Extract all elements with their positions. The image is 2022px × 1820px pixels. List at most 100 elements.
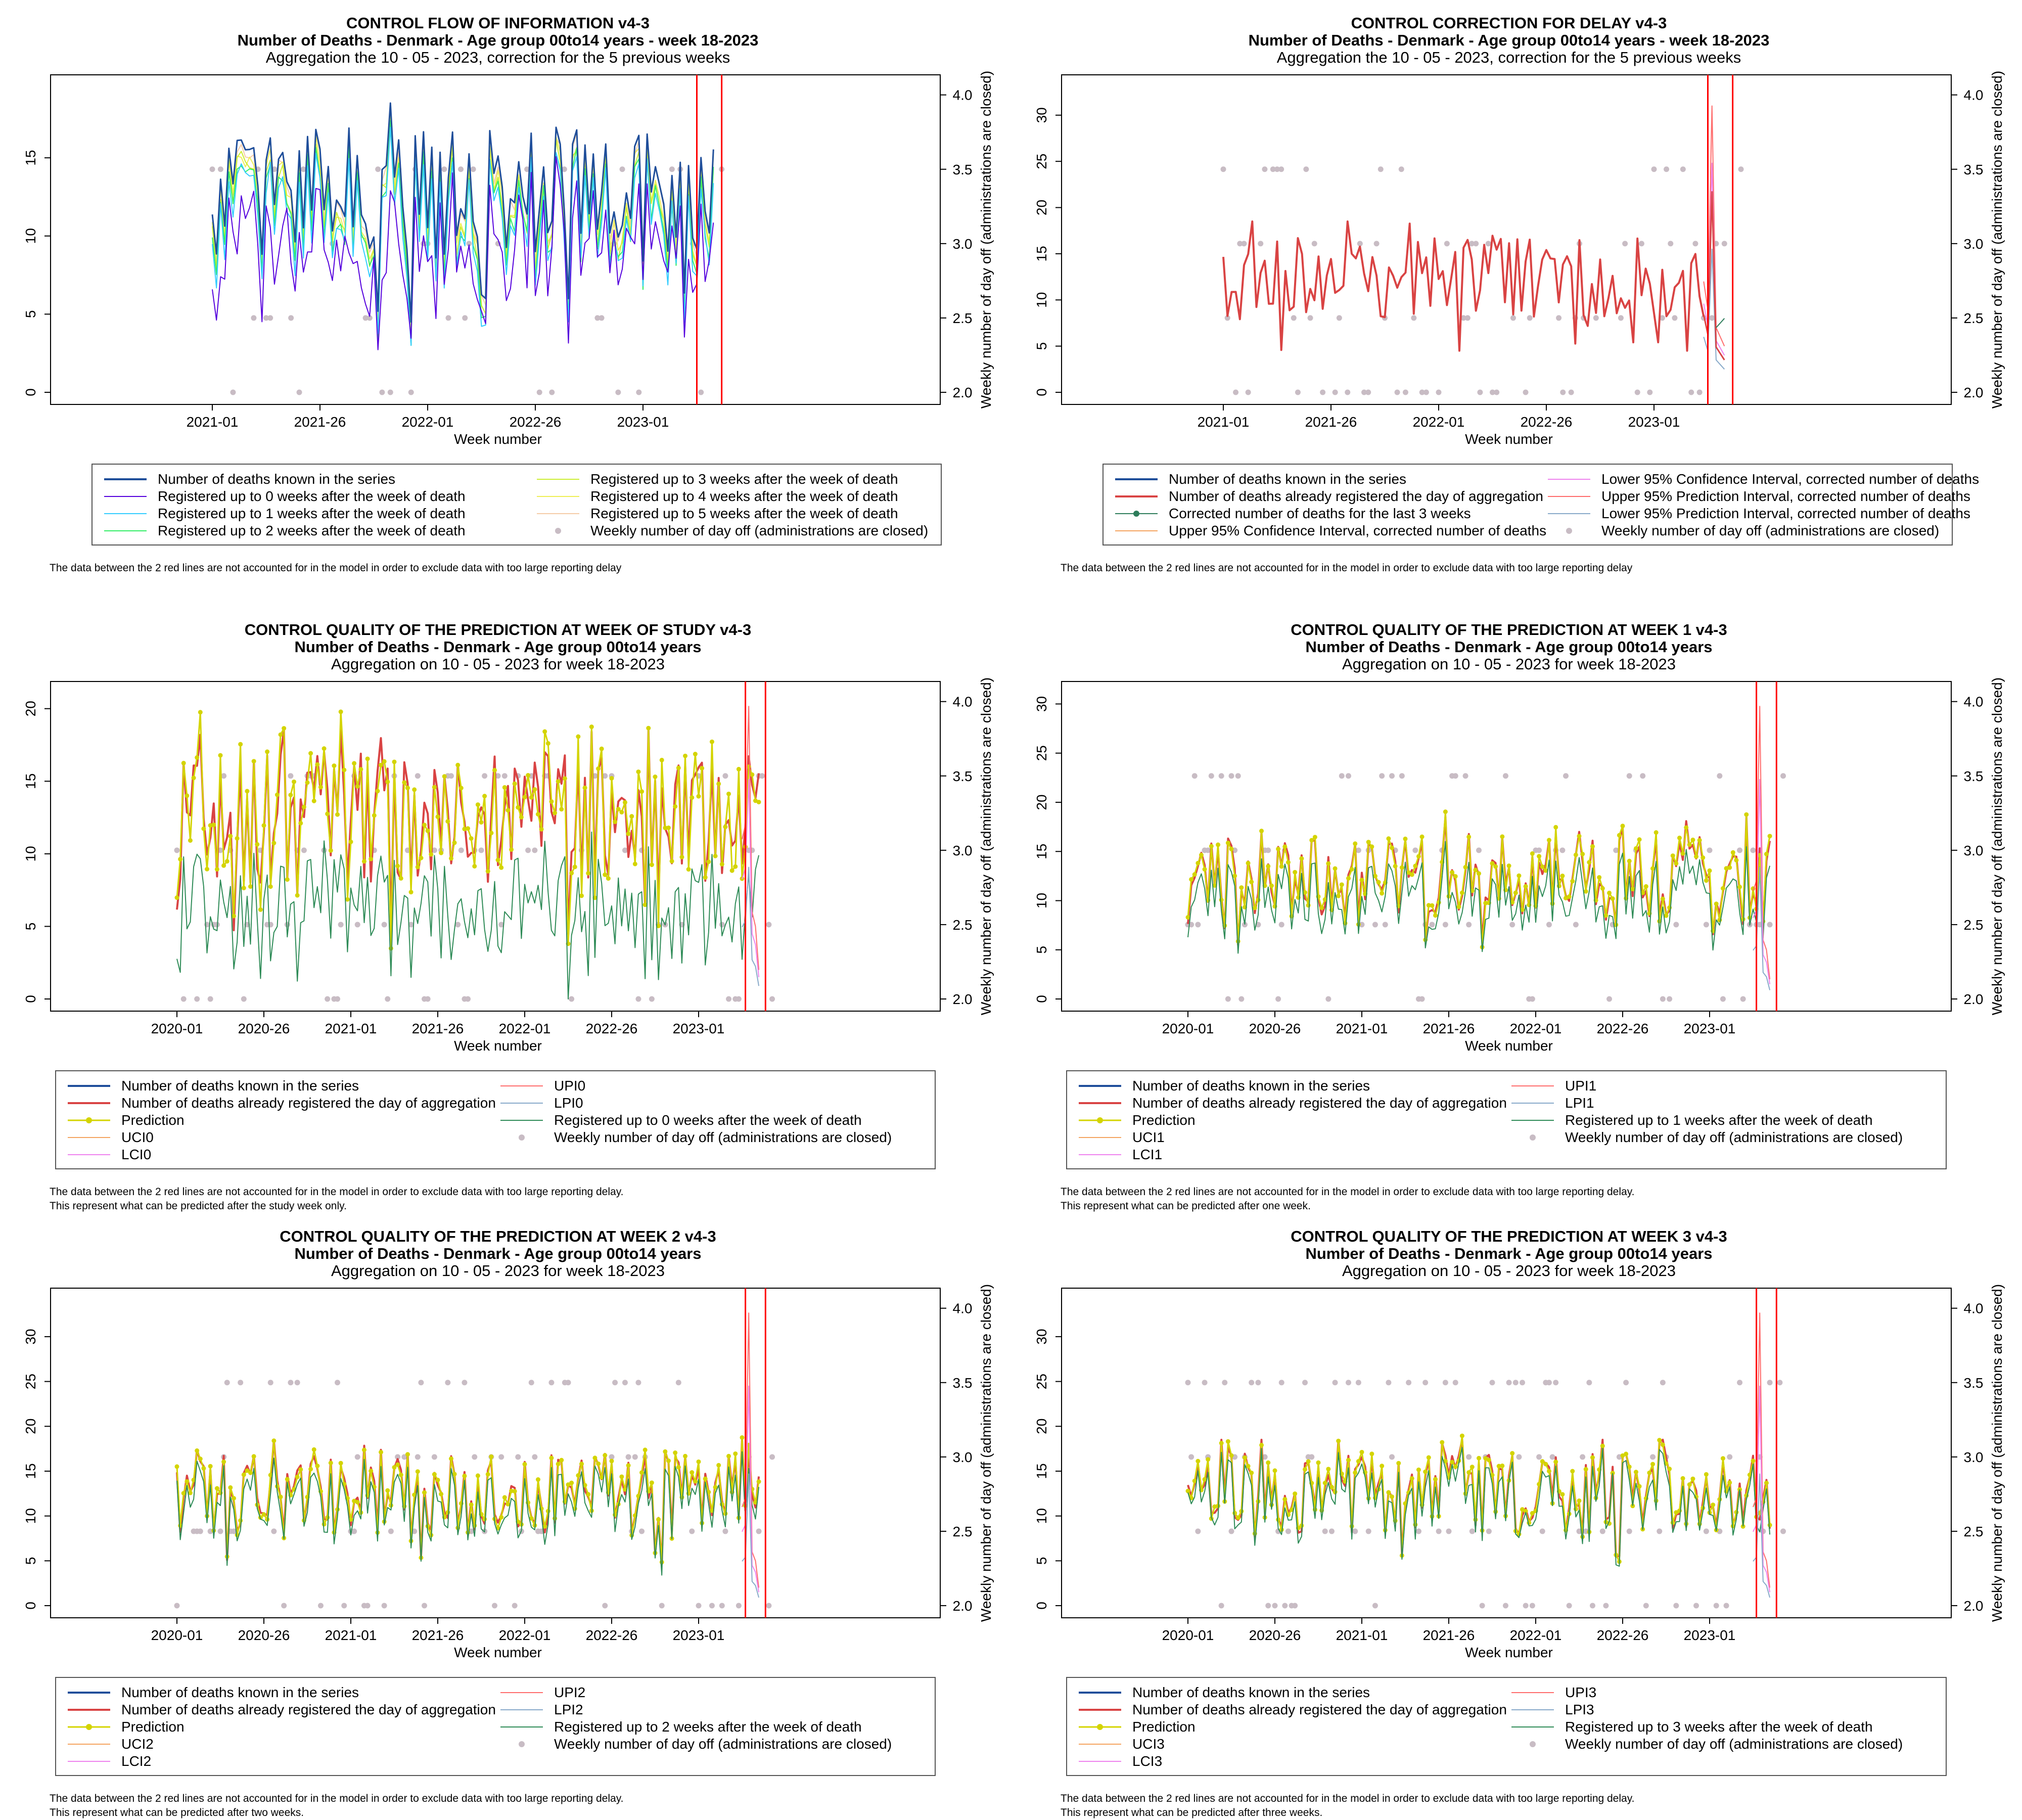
prediction-point	[1670, 1520, 1675, 1525]
prediction-point	[1520, 907, 1525, 912]
dayoff-dot	[1657, 1528, 1663, 1534]
prediction-point	[1303, 890, 1308, 895]
prediction-point	[1664, 913, 1669, 918]
x-tick-label: 2021-01	[1198, 414, 1250, 430]
dayoff-dot	[1241, 241, 1247, 247]
prediction-point	[613, 820, 618, 825]
prediction-point	[673, 1450, 678, 1455]
dayoff-dot	[300, 166, 306, 172]
legend-label: Weekly number of day off (administration…	[590, 523, 928, 538]
prediction-point	[713, 853, 718, 858]
prediction-point	[405, 786, 410, 791]
prediction-point	[1443, 809, 1448, 814]
prediction-point	[1403, 836, 1408, 841]
prediction-point	[723, 1511, 728, 1516]
y2-axis-label: Weekly number of day off (administration…	[978, 677, 994, 1015]
dayoff-dots	[1185, 1380, 1786, 1609]
dayoff-dots	[174, 1380, 775, 1609]
dayoff-dot	[1282, 1603, 1288, 1609]
y-tick-label: 15	[23, 150, 38, 166]
dayoff-dot	[1553, 1380, 1559, 1386]
chart-title: CONTROL QUALITY OF THE PREDICTION AT WEE…	[1291, 1227, 1727, 1245]
prediction-point	[499, 1515, 504, 1520]
x-tick-label: 2021-26	[1423, 1627, 1475, 1643]
prediction-point	[1272, 1468, 1277, 1473]
prediction-point	[261, 1512, 266, 1517]
prediction-point	[395, 863, 400, 869]
prediction-point	[422, 1490, 427, 1495]
dayoff-dot	[1419, 389, 1425, 395]
dayoff-dot	[366, 315, 373, 321]
prediction-point	[462, 1473, 467, 1478]
dayoff-dot	[1668, 241, 1674, 247]
x-tick-label: 2022-26	[1597, 1627, 1649, 1643]
prediction-point	[285, 1477, 290, 1482]
prediction-point	[1443, 1459, 1448, 1464]
dayoff-dot	[635, 1380, 641, 1386]
prediction-point	[553, 1516, 558, 1521]
dayoff-dot	[455, 922, 461, 928]
dayoff-dot	[495, 773, 501, 779]
prediction-point	[1674, 861, 1679, 866]
dayoff-dot	[1208, 773, 1214, 779]
y-tick-label: 10	[1034, 893, 1049, 908]
prediction-point	[512, 1489, 517, 1494]
dayoff-dot	[1703, 922, 1709, 928]
dayoff-dot	[635, 996, 641, 1002]
prediction-point	[532, 787, 537, 792]
dayoff-dot	[1546, 922, 1552, 928]
dayoff-dot	[1476, 847, 1482, 853]
prediction-point	[1560, 874, 1565, 879]
y2-tick-label: 4.0	[1964, 694, 1984, 710]
prediction-point	[596, 1461, 601, 1466]
dayoff-dot	[1529, 1603, 1535, 1609]
x-tick-label: 2023-01	[1684, 1021, 1736, 1036]
legend-swatch	[1530, 1134, 1536, 1141]
prediction-point	[1490, 861, 1495, 866]
prediction-point	[693, 1479, 698, 1484]
prediction-point	[342, 767, 347, 772]
prediction-point	[659, 757, 664, 762]
x-tick-label: 2021-01	[325, 1021, 377, 1036]
prediction-point	[298, 821, 303, 826]
dayoff-dot	[1309, 1454, 1315, 1460]
dayoff-dot	[1737, 1380, 1743, 1386]
legend-label: Weekly number of day off (administration…	[1565, 1736, 1903, 1752]
prediction-point	[703, 1476, 708, 1481]
dayoff-dot	[174, 1603, 180, 1609]
prediction-point	[432, 1472, 437, 1477]
prediction-point	[382, 759, 387, 764]
prediction-point	[338, 1461, 343, 1466]
footnote: The data between the 2 red lines are not…	[50, 1793, 624, 1804]
y-tick-label: 30	[1034, 107, 1049, 123]
prediction-point	[1650, 1462, 1656, 1467]
dayoff-dot	[1693, 1603, 1699, 1609]
prediction-point	[1306, 1459, 1311, 1464]
prediction-point	[639, 789, 645, 794]
prediction-point	[1356, 1459, 1361, 1464]
dayoff-dot	[241, 996, 247, 1002]
prediction-point	[505, 1502, 511, 1507]
dayoff-dot	[1222, 1380, 1228, 1386]
dayoff-dot	[636, 389, 642, 395]
legend-label: Registered up to 2 weeks after the week …	[158, 523, 466, 538]
dayoff-dot	[1415, 1528, 1421, 1534]
prediction-point	[1767, 834, 1772, 839]
dayoff-dot	[1224, 315, 1230, 321]
prediction-point	[402, 780, 407, 785]
prediction-point	[311, 1447, 316, 1452]
prediction-point	[1403, 1501, 1408, 1506]
dayoff-dot	[1622, 241, 1628, 247]
dayoff-dot	[1486, 1528, 1492, 1534]
prediction-point	[1219, 897, 1224, 902]
prediction-point	[1256, 897, 1261, 902]
y-tick-label: 0	[23, 995, 38, 1003]
prediction-point	[1235, 939, 1240, 944]
prediction-point	[248, 884, 253, 889]
series-registered	[1222, 220, 1705, 352]
dayoff-dot	[722, 773, 728, 779]
prediction-point	[733, 864, 738, 869]
dayoff-dot	[1740, 996, 1746, 1002]
dayoff-dot	[288, 1380, 294, 1386]
legend-label: Number of deaths known in the series	[121, 1078, 359, 1094]
